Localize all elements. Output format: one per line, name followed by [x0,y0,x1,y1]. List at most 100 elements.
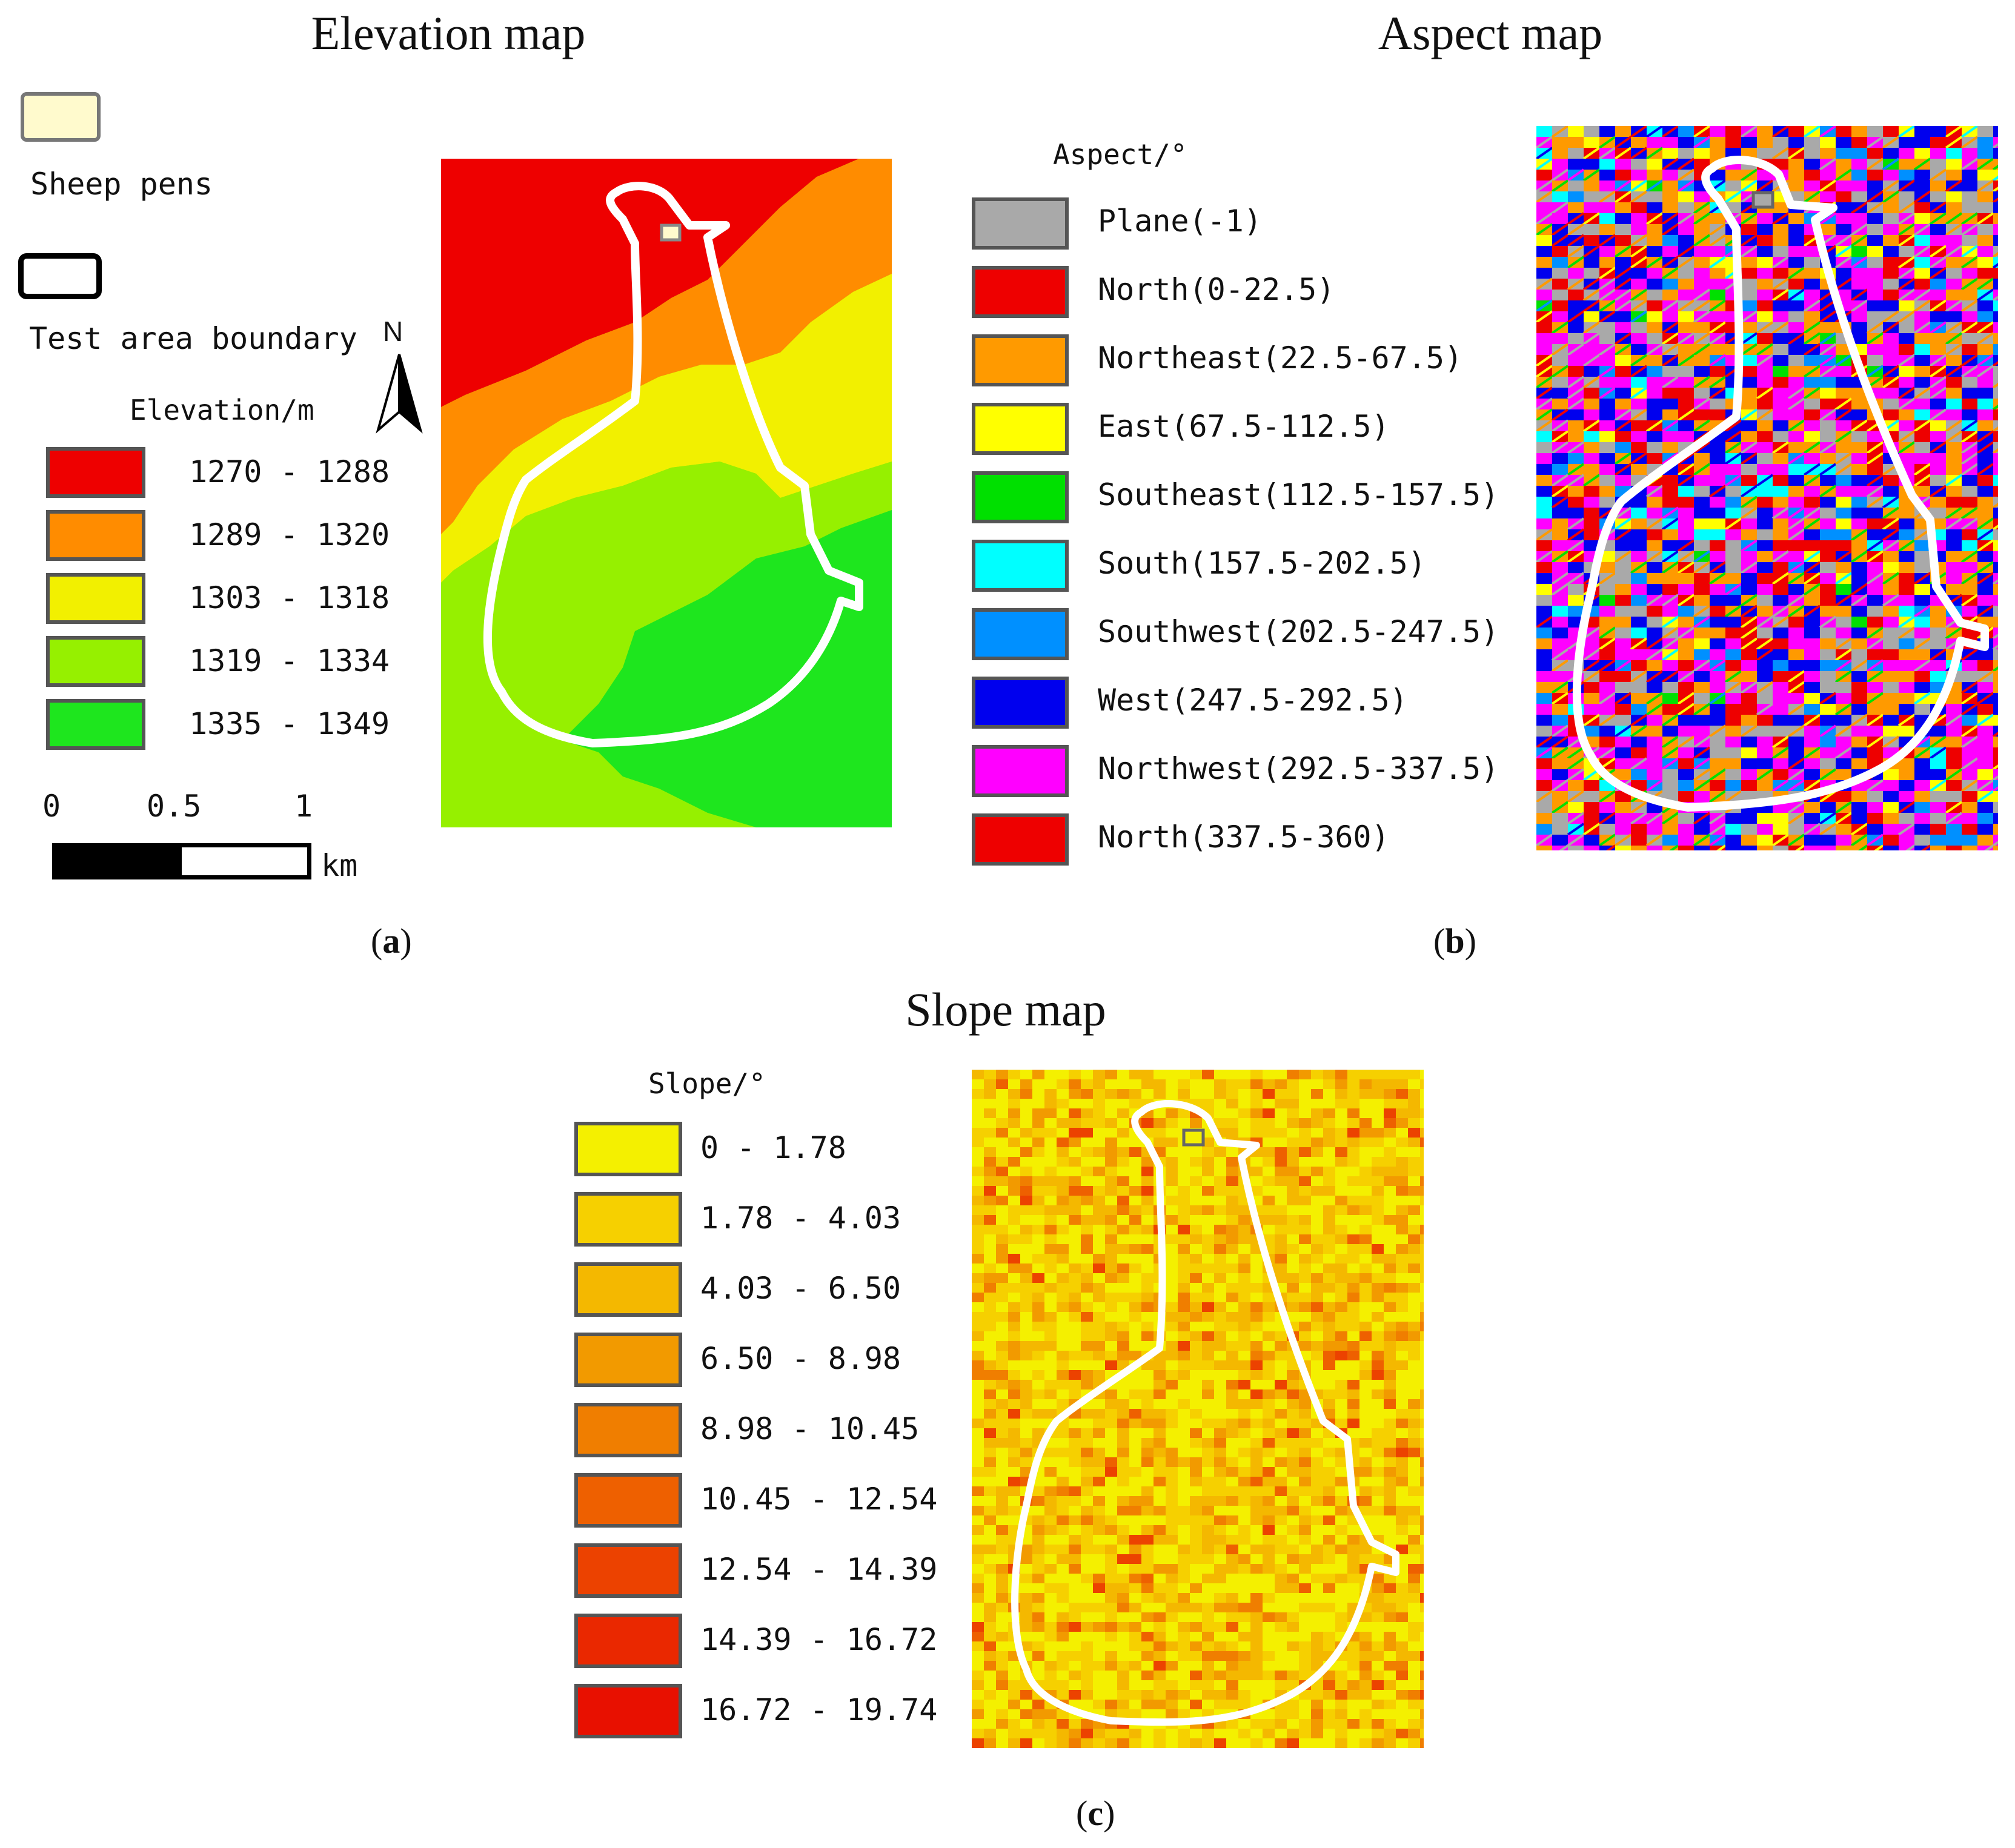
aspect-hatch [1929,299,1947,313]
slope-cell [1057,1157,1069,1167]
aspect-cell [1836,715,1851,726]
slope-cell [1214,1157,1226,1167]
aspect-cell [1615,213,1631,224]
slope-cell [1166,1515,1178,1525]
aspect-legend-title: Aspect/° [1053,138,1187,171]
slope-cell [1396,1515,1408,1525]
slope-cell [1190,1351,1202,1360]
slope-cell [1093,1302,1105,1312]
slope-cell [1032,1622,1044,1632]
aspect-hatch [1976,430,1994,443]
slope-cell [1178,1118,1190,1128]
aspect-cell [1962,802,1977,813]
aspect-cell [1851,540,1867,551]
aspect-cell [1615,311,1631,322]
slope-cell [1299,1225,1311,1234]
aspect-cell [1804,617,1820,628]
aspect-cell [1599,126,1615,137]
aspect-hatch [1677,299,1695,313]
aspect-hatch [1803,583,1821,596]
slope-cell [1335,1089,1347,1099]
aspect-cell [1993,159,1998,170]
aspect-hatch [1614,179,1632,193]
slope-cell [1044,1108,1057,1118]
slope-cell [1032,1399,1044,1409]
slope-cell [1093,1603,1105,1612]
aspect-hatch [1897,801,1916,814]
aspect-cell [1993,442,1998,453]
slope-cell [1129,1496,1141,1506]
aspect-cell [1899,791,1914,802]
aspect-cell [1883,562,1899,573]
slope-cell [1069,1273,1081,1283]
aspect-cell [1804,835,1820,846]
slope-cell [1408,1583,1420,1593]
slope-cell [1408,1515,1420,1525]
aspect-cell [1962,148,1977,159]
slope-cell [972,1176,984,1186]
aspect-cell [1883,693,1899,704]
slope-cell [1190,1477,1202,1486]
aspect-hatch [1567,376,1585,389]
aspect-cell [1820,846,1836,850]
slope-cell [1069,1603,1081,1612]
aspect-hatch [1897,234,1916,247]
slope-cell [972,1263,984,1273]
slope-cell [1154,1070,1166,1079]
aspect-cell [1710,279,1725,290]
elevation-zone-1303-1318 [441,274,892,583]
aspect-hatch [1803,572,1821,585]
slope-cell [1384,1496,1396,1506]
aspect-hatch [1614,692,1632,705]
slope-cell [1275,1186,1287,1196]
slope-cell [1202,1496,1214,1506]
slope-cell [1081,1360,1093,1370]
slope-cell [1250,1341,1263,1351]
aspect-cell [1962,540,1977,551]
slope-cell [1420,1157,1424,1167]
aspect-cell [1851,431,1867,442]
aspect-hatch [1582,277,1601,291]
aspect-hatch [1661,256,1679,269]
aspect-cell [1820,497,1836,508]
slope-cell [1408,1593,1420,1603]
slope-cell [984,1496,996,1506]
aspect-cell [1584,497,1599,508]
slope-cell [1008,1283,1020,1293]
aspect-cell [1568,431,1584,442]
aspect-hatch [1866,201,1884,214]
slope-cell [1008,1234,1020,1244]
slope-cell [996,1370,1008,1380]
aspect-cell [1757,628,1773,638]
slope-cell [1311,1118,1323,1128]
slope-cell [1154,1428,1166,1438]
slope-cell [1250,1467,1263,1477]
slope-cell [972,1254,984,1263]
slope-cell [1275,1351,1287,1360]
slope-cell [1069,1108,1081,1118]
aspect-cell [1836,791,1851,802]
aspect-hatch [1645,256,1664,269]
panel_c-legend-label-7: 14.39 - 16.72 [700,1622,938,1657]
aspect-cell [1867,606,1883,617]
aspect-hatch [1866,626,1884,640]
aspect-hatch [1929,256,1947,269]
slope-cell [1311,1351,1323,1360]
slope-cell [1057,1428,1069,1438]
slope-cell [996,1254,1008,1263]
slope-cell [1420,1079,1424,1089]
slope-cell [1347,1302,1359,1312]
aspect-cell [1568,180,1584,191]
aspect-cell [1804,311,1820,322]
aspect-hatch [1693,343,1711,356]
aspect-cell [1568,606,1584,617]
aspect-hatch [1598,626,1616,640]
slope-cell [1396,1089,1408,1099]
slope-cell [1359,1147,1372,1157]
aspect-hatch [1645,594,1664,607]
slope-cell [996,1128,1008,1138]
slope-cell [1202,1428,1214,1438]
slope-cell [1335,1176,1347,1186]
slope-cell [972,1574,984,1583]
aspect-cell [1725,660,1741,671]
